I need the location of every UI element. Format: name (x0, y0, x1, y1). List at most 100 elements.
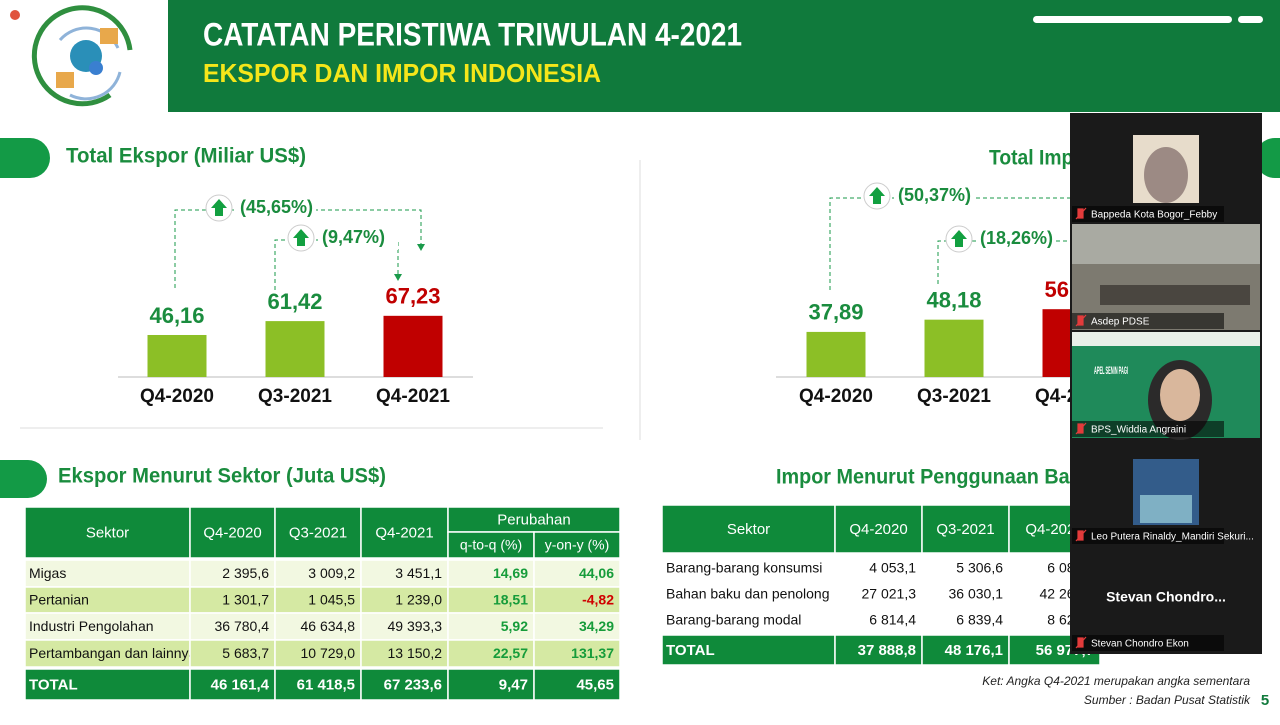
video-part (1072, 332, 1260, 346)
change-connector (274, 239, 399, 290)
cell-text: 36 780,4 (215, 618, 270, 634)
table-cell (447, 668, 535, 701)
label-bg (976, 227, 1056, 251)
participant-name: Stevan Chondro Ekon (1091, 639, 1189, 650)
cell-text: Barang-barang modal (666, 612, 801, 628)
table-cell (834, 634, 923, 666)
value-label: 61,42 (267, 289, 322, 314)
participant-name: Leo Putera Rinaldy_Mandiri Sekuri... (1091, 532, 1254, 543)
cell-text: 6 839,4 (956, 612, 1003, 628)
cell-text: 18,51 (493, 592, 528, 608)
avatar-figure (1144, 147, 1188, 203)
cell-text: 1 301,7 (222, 592, 269, 608)
value-label: 67,23 (385, 284, 440, 309)
table-cell (274, 668, 362, 701)
cell-text: 6 814,4 (869, 612, 916, 628)
cell-text: 5 683,7 (222, 645, 269, 661)
change-label: (9,47%) (322, 227, 385, 247)
table-cell (274, 559, 362, 588)
toolbar-bar[interactable] (1238, 16, 1263, 23)
record-icon (10, 10, 20, 20)
export-table-title: Ekspor Menurut Sektor (Juta US$) (58, 465, 386, 488)
cell-text: Bahan baku dan penolong (666, 586, 829, 602)
table-cell (533, 639, 621, 668)
table-cell (834, 504, 923, 554)
table-cell (360, 612, 449, 641)
cell-text: 131,37 (571, 645, 614, 661)
bar (265, 321, 325, 377)
cell-text: Q3-2021 (289, 524, 347, 541)
cell-text: Perubahan (497, 511, 570, 528)
cell-text: Migas (29, 565, 66, 581)
participant-name: Asdep PDSE (1091, 317, 1150, 328)
table-cell (533, 586, 621, 614)
cell-text: 1 045,5 (308, 592, 355, 608)
name-bg (1072, 635, 1224, 651)
note: Ket: Angka Q4-2021 merupakan angka semen… (982, 674, 1250, 688)
cell-text: Q4-2021 (375, 524, 433, 541)
mute-icon (1075, 207, 1087, 220)
cell-text: 5,92 (501, 618, 528, 634)
change-connector (174, 209, 422, 288)
export-chart-title: Total Ekspor (Miliar US$) (66, 145, 306, 168)
cell-text: Q3-2021 (936, 521, 994, 538)
video-text: APEL SENIN PAGI (1094, 365, 1128, 377)
category-label: Q4-2020 (799, 386, 873, 407)
bar (147, 334, 207, 377)
cell-text: 5 306,6 (956, 560, 1003, 576)
cell-text: 1 239,0 (395, 592, 442, 608)
table-cell (533, 559, 621, 588)
cell-text: 3 451,1 (395, 565, 442, 581)
table-cell (360, 668, 449, 701)
table-cell (189, 612, 276, 641)
video-part (1100, 285, 1250, 305)
table-cell (533, 668, 621, 701)
participant-name: BPS_Widdia Angraini (1091, 425, 1186, 436)
cell-text: Q4-2020 (849, 521, 907, 538)
up-arrow (869, 187, 885, 204)
display-name: Stevan Chondro... (1106, 589, 1226, 605)
table-cell (447, 586, 535, 614)
cell-text: q-to-q (%) (460, 537, 522, 553)
cell-text: 27 021,3 (862, 586, 917, 602)
cell-text: Sektor (727, 521, 770, 538)
change-label: (18,26%) (980, 228, 1053, 248)
cell-text: TOTAL (29, 676, 78, 693)
table-cell (661, 606, 836, 634)
logo (31, 5, 133, 107)
table-cell (189, 586, 276, 614)
table-cell (24, 559, 191, 588)
value-label: 46,16 (149, 303, 204, 328)
cell-text: 36 030,1 (949, 586, 1004, 602)
bar (383, 315, 443, 377)
cell-text: TOTAL (666, 642, 715, 659)
category-label: Q4-2021 (376, 386, 450, 407)
table-cell (189, 639, 276, 668)
table-cell (274, 586, 362, 614)
section-pill (0, 138, 50, 178)
table-cell (189, 506, 276, 559)
cell-text: y-on-y (%) (545, 537, 610, 553)
label-bg (894, 184, 974, 208)
label-bg (236, 196, 316, 220)
name-bg (1072, 206, 1224, 222)
cell-text: Q4-2021 (1025, 521, 1083, 538)
video-face (1160, 369, 1200, 421)
table-cell (360, 639, 449, 668)
cell-text: -4,82 (582, 592, 614, 608)
cell-text: 46 634,8 (301, 618, 356, 634)
name-bg (1072, 421, 1224, 437)
change-label: (45,65%) (240, 197, 313, 217)
toolbar-bar[interactable] (1033, 16, 1232, 23)
bar (806, 331, 866, 377)
cell-text: 3 009,2 (308, 565, 355, 581)
cell-text: Sektor (86, 524, 129, 541)
table-cell (447, 559, 535, 588)
avatar-part (1140, 495, 1192, 523)
table-cell (447, 531, 535, 559)
table-cell (360, 506, 449, 559)
cell-text: 67 233,6 (384, 676, 442, 693)
section-pill (0, 460, 47, 498)
mute-icon (1075, 636, 1087, 649)
